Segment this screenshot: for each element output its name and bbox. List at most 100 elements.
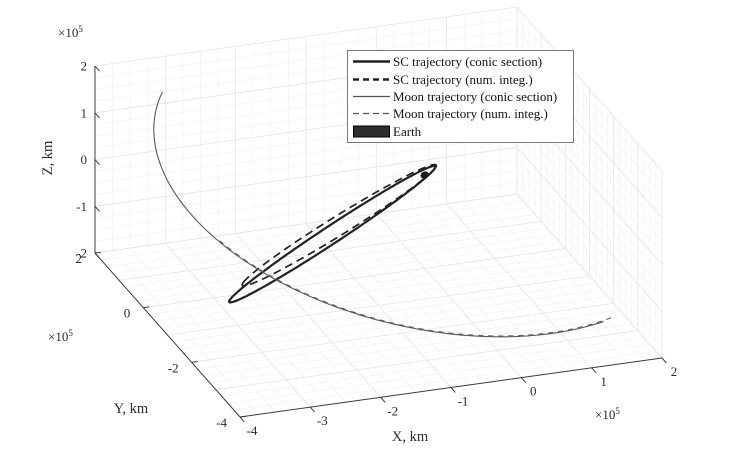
grid-line — [516, 158, 663, 324]
legend-box[interactable]: SC trajectory (conic section) SC trajecto… — [347, 50, 574, 143]
legend-entry-label: Moon trajectory (conic section) — [393, 88, 558, 104]
y-tick-label: 2 — [76, 251, 83, 266]
grid-line — [516, 123, 663, 289]
grid-line — [113, 214, 536, 274]
grid-line — [227, 344, 650, 404]
y-tick — [191, 361, 198, 363]
z-tick-label: 2 — [81, 59, 88, 74]
grid-line — [143, 248, 566, 309]
x-tick-label: -1 — [458, 394, 469, 409]
y-tick — [94, 251, 101, 254]
x-tick — [309, 406, 316, 413]
z-axis-label: Z, km — [40, 140, 56, 175]
grid-line — [221, 337, 644, 397]
x-tick — [450, 387, 456, 393]
grid-line — [516, 147, 663, 312]
grid-line — [516, 182, 663, 347]
legend-marker-patch — [353, 125, 390, 138]
grid-line — [155, 262, 578, 322]
grid-line — [197, 309, 620, 370]
z-tick-label: 0 — [81, 152, 88, 167]
y-tick — [239, 415, 246, 418]
x-tick-label: -3 — [317, 413, 328, 428]
z-tick-label: 1 — [81, 105, 88, 120]
legend-marker-line-thin-solid — [353, 95, 390, 98]
legend-marker-line-thin-dashed — [353, 113, 390, 115]
grid-line — [516, 6, 663, 172]
grid-line — [215, 330, 638, 391]
y-tick — [143, 306, 150, 309]
grid-line — [94, 158, 518, 219]
legend-marker-line-thick-solid — [353, 60, 390, 63]
grid-line — [94, 135, 518, 195]
x-axis-exponent: ×105 — [595, 406, 620, 422]
y-axis-line — [94, 252, 241, 418]
grid-line — [516, 193, 663, 359]
grid-line — [516, 18, 663, 183]
legend-entry-label: Moon trajectory (num. integ.) — [393, 106, 548, 122]
x-tick — [520, 377, 527, 383]
z-tick — [94, 159, 100, 166]
legend-entry-label: Earth — [393, 123, 422, 139]
z-tick — [94, 252, 100, 259]
grid-line — [94, 18, 518, 78]
grid-line — [107, 207, 530, 267]
y-axis-label: Y, km — [114, 401, 149, 417]
grid-line — [167, 275, 590, 336]
grid-line — [94, 30, 518, 90]
x-tick — [661, 357, 667, 364]
grid-line — [137, 241, 560, 302]
x-tick-label: -4 — [247, 423, 258, 438]
grid-line — [209, 323, 632, 384]
grid-line — [233, 350, 656, 411]
sc-trajectory-num-integ-curve — [241, 163, 438, 287]
y-tick-label: 0 — [124, 306, 131, 321]
grid-line — [125, 227, 548, 288]
legend-entry-label: SC trajectory (num. integ.) — [393, 71, 533, 87]
y-axis-exponent: ×105 — [48, 328, 73, 344]
grid-line — [100, 200, 524, 261]
grid-line — [94, 193, 518, 254]
legend-entry[interactable]: Moon trajectory (num. integ.) — [353, 105, 572, 122]
grid-line — [161, 268, 584, 329]
moon-trajectory-num-integ-curve — [219, 240, 614, 337]
earth-patch-sample — [353, 125, 390, 138]
grid-line — [179, 289, 602, 349]
x-tick-label: -2 — [387, 403, 398, 418]
y-tick-label: -4 — [216, 415, 227, 430]
y-tick-label: -2 — [168, 360, 179, 375]
grid-line — [173, 282, 596, 343]
x-tick-label: 2 — [671, 364, 678, 379]
grid-line — [185, 296, 608, 356]
x-tick — [380, 397, 386, 403]
legend-entry-label: SC trajectory (conic section) — [393, 54, 543, 70]
x-tick-label: 1 — [600, 374, 607, 389]
grid-line — [191, 303, 614, 363]
legend-marker-line-thick-dashed — [353, 77, 390, 81]
z-tick — [94, 205, 100, 212]
z-tick-label: -2 — [76, 246, 87, 261]
legend-entry[interactable]: Moon trajectory (conic section) — [353, 88, 572, 105]
grid-line — [94, 170, 518, 230]
z-axis-exponent: ×105 — [58, 24, 83, 40]
grid-line — [131, 234, 554, 295]
grid-line — [94, 146, 518, 207]
grid-line — [516, 135, 663, 300]
grid-line — [94, 6, 518, 67]
x-tick-label: 0 — [530, 384, 537, 399]
legend-entry[interactable]: Earth — [353, 123, 572, 140]
legend-entry[interactable]: SC trajectory (num. integ.) — [353, 71, 572, 88]
x-tick — [239, 416, 245, 423]
grid-line — [203, 316, 626, 377]
sc-trajectory-conic-section-curve — [227, 164, 437, 304]
grid-line — [94, 182, 518, 242]
moon-trajectory-conic-section-curve — [153, 91, 604, 338]
earth-marker — [420, 171, 429, 179]
z-tick-label: -1 — [76, 199, 87, 214]
x-axis-label: X, km — [392, 429, 429, 445]
x-tick — [591, 367, 597, 374]
z-tick — [94, 65, 100, 72]
grid-line — [149, 255, 572, 315]
legend-entry[interactable]: SC trajectory (conic section) — [353, 53, 572, 70]
